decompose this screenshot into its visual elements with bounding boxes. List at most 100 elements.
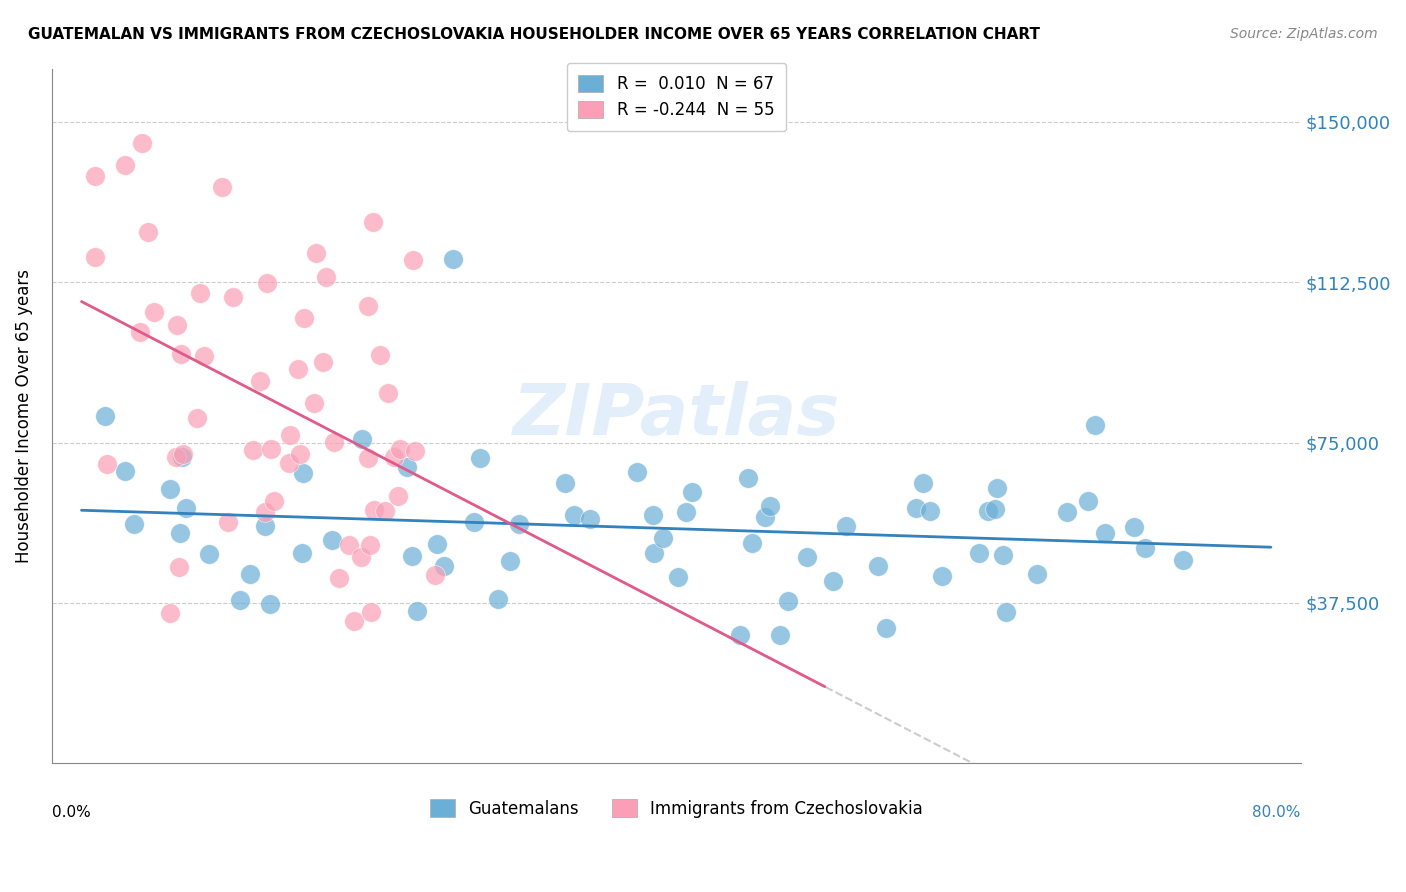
Point xyxy=(256,276,278,290)
Point xyxy=(675,505,697,519)
Point xyxy=(229,592,252,607)
Point xyxy=(328,572,350,586)
Point xyxy=(253,505,276,519)
Point xyxy=(172,450,194,464)
Point xyxy=(343,614,366,628)
Point xyxy=(315,269,337,284)
Point xyxy=(357,451,380,466)
Point xyxy=(1026,567,1049,582)
Point xyxy=(357,299,380,313)
Text: Source: ZipAtlas.com: Source: ZipAtlas.com xyxy=(1230,27,1378,41)
Point xyxy=(197,547,219,561)
Point xyxy=(984,501,1007,516)
Point xyxy=(278,428,301,442)
Point xyxy=(96,458,118,472)
Point xyxy=(260,442,283,456)
Point xyxy=(643,546,665,560)
Text: GUATEMALAN VS IMMIGRANTS FROM CZECHOSLOVAKIA HOUSEHOLDER INCOME OVER 65 YEARS CO: GUATEMALAN VS IMMIGRANTS FROM CZECHOSLOV… xyxy=(28,27,1040,42)
Point xyxy=(374,504,396,518)
Point xyxy=(350,550,373,565)
Point xyxy=(242,442,264,457)
Point xyxy=(641,508,664,523)
Point xyxy=(652,531,675,545)
Point xyxy=(986,481,1008,495)
Point xyxy=(401,549,423,563)
Point xyxy=(170,347,193,361)
Point xyxy=(131,136,153,151)
Point xyxy=(823,574,845,588)
Text: ZIPatlas: ZIPatlas xyxy=(513,381,839,450)
Point xyxy=(402,252,425,267)
Point xyxy=(918,504,941,518)
Point xyxy=(254,518,277,533)
Point xyxy=(291,546,314,560)
Point xyxy=(405,604,427,618)
Point xyxy=(166,318,188,333)
Point xyxy=(737,471,759,485)
Point xyxy=(554,475,576,490)
Point xyxy=(165,450,187,464)
Point xyxy=(499,554,522,568)
Point xyxy=(579,512,602,526)
Y-axis label: Householder Income Over 65 years: Householder Income Over 65 years xyxy=(15,268,32,563)
Point xyxy=(360,605,382,619)
Point xyxy=(387,489,409,503)
Text: 80.0%: 80.0% xyxy=(1253,805,1301,820)
Point xyxy=(323,434,346,449)
Point xyxy=(222,290,245,304)
Point xyxy=(159,606,181,620)
Point xyxy=(292,310,315,325)
Point xyxy=(1056,505,1078,519)
Point xyxy=(1084,418,1107,433)
Point xyxy=(93,409,115,423)
Point xyxy=(277,456,299,470)
Point xyxy=(169,526,191,541)
Point xyxy=(84,250,107,264)
Point xyxy=(562,508,585,522)
Point xyxy=(122,517,145,532)
Point xyxy=(976,504,998,518)
Point xyxy=(423,568,446,582)
Point xyxy=(382,450,405,464)
Point xyxy=(1133,541,1156,556)
Point xyxy=(159,483,181,497)
Point xyxy=(911,476,934,491)
Point xyxy=(193,349,215,363)
Point xyxy=(463,515,485,529)
Point xyxy=(312,355,335,369)
Point xyxy=(249,374,271,388)
Point xyxy=(441,252,464,266)
Point xyxy=(796,550,818,565)
Point xyxy=(741,536,763,550)
Point xyxy=(769,628,792,642)
Point xyxy=(666,570,689,584)
Point xyxy=(172,447,194,461)
Point xyxy=(359,538,381,552)
Point xyxy=(377,386,399,401)
Point xyxy=(835,519,858,533)
Point xyxy=(931,569,953,583)
Point xyxy=(305,245,328,260)
Point xyxy=(304,396,326,410)
Point xyxy=(626,465,648,479)
Point xyxy=(486,591,509,606)
Point xyxy=(142,305,165,319)
Point xyxy=(136,225,159,239)
Point xyxy=(433,558,456,573)
Point xyxy=(217,515,239,529)
Point xyxy=(350,433,373,447)
Point xyxy=(728,628,751,642)
Point xyxy=(991,548,1014,562)
Point xyxy=(368,348,391,362)
Point xyxy=(1077,494,1099,508)
Point xyxy=(363,502,385,516)
Point xyxy=(361,215,384,229)
Point xyxy=(508,516,530,531)
Point xyxy=(188,286,211,301)
Point xyxy=(321,533,343,547)
Point xyxy=(404,444,426,458)
Point xyxy=(905,501,928,516)
Point xyxy=(969,546,991,560)
Point xyxy=(868,559,890,574)
Point xyxy=(114,464,136,478)
